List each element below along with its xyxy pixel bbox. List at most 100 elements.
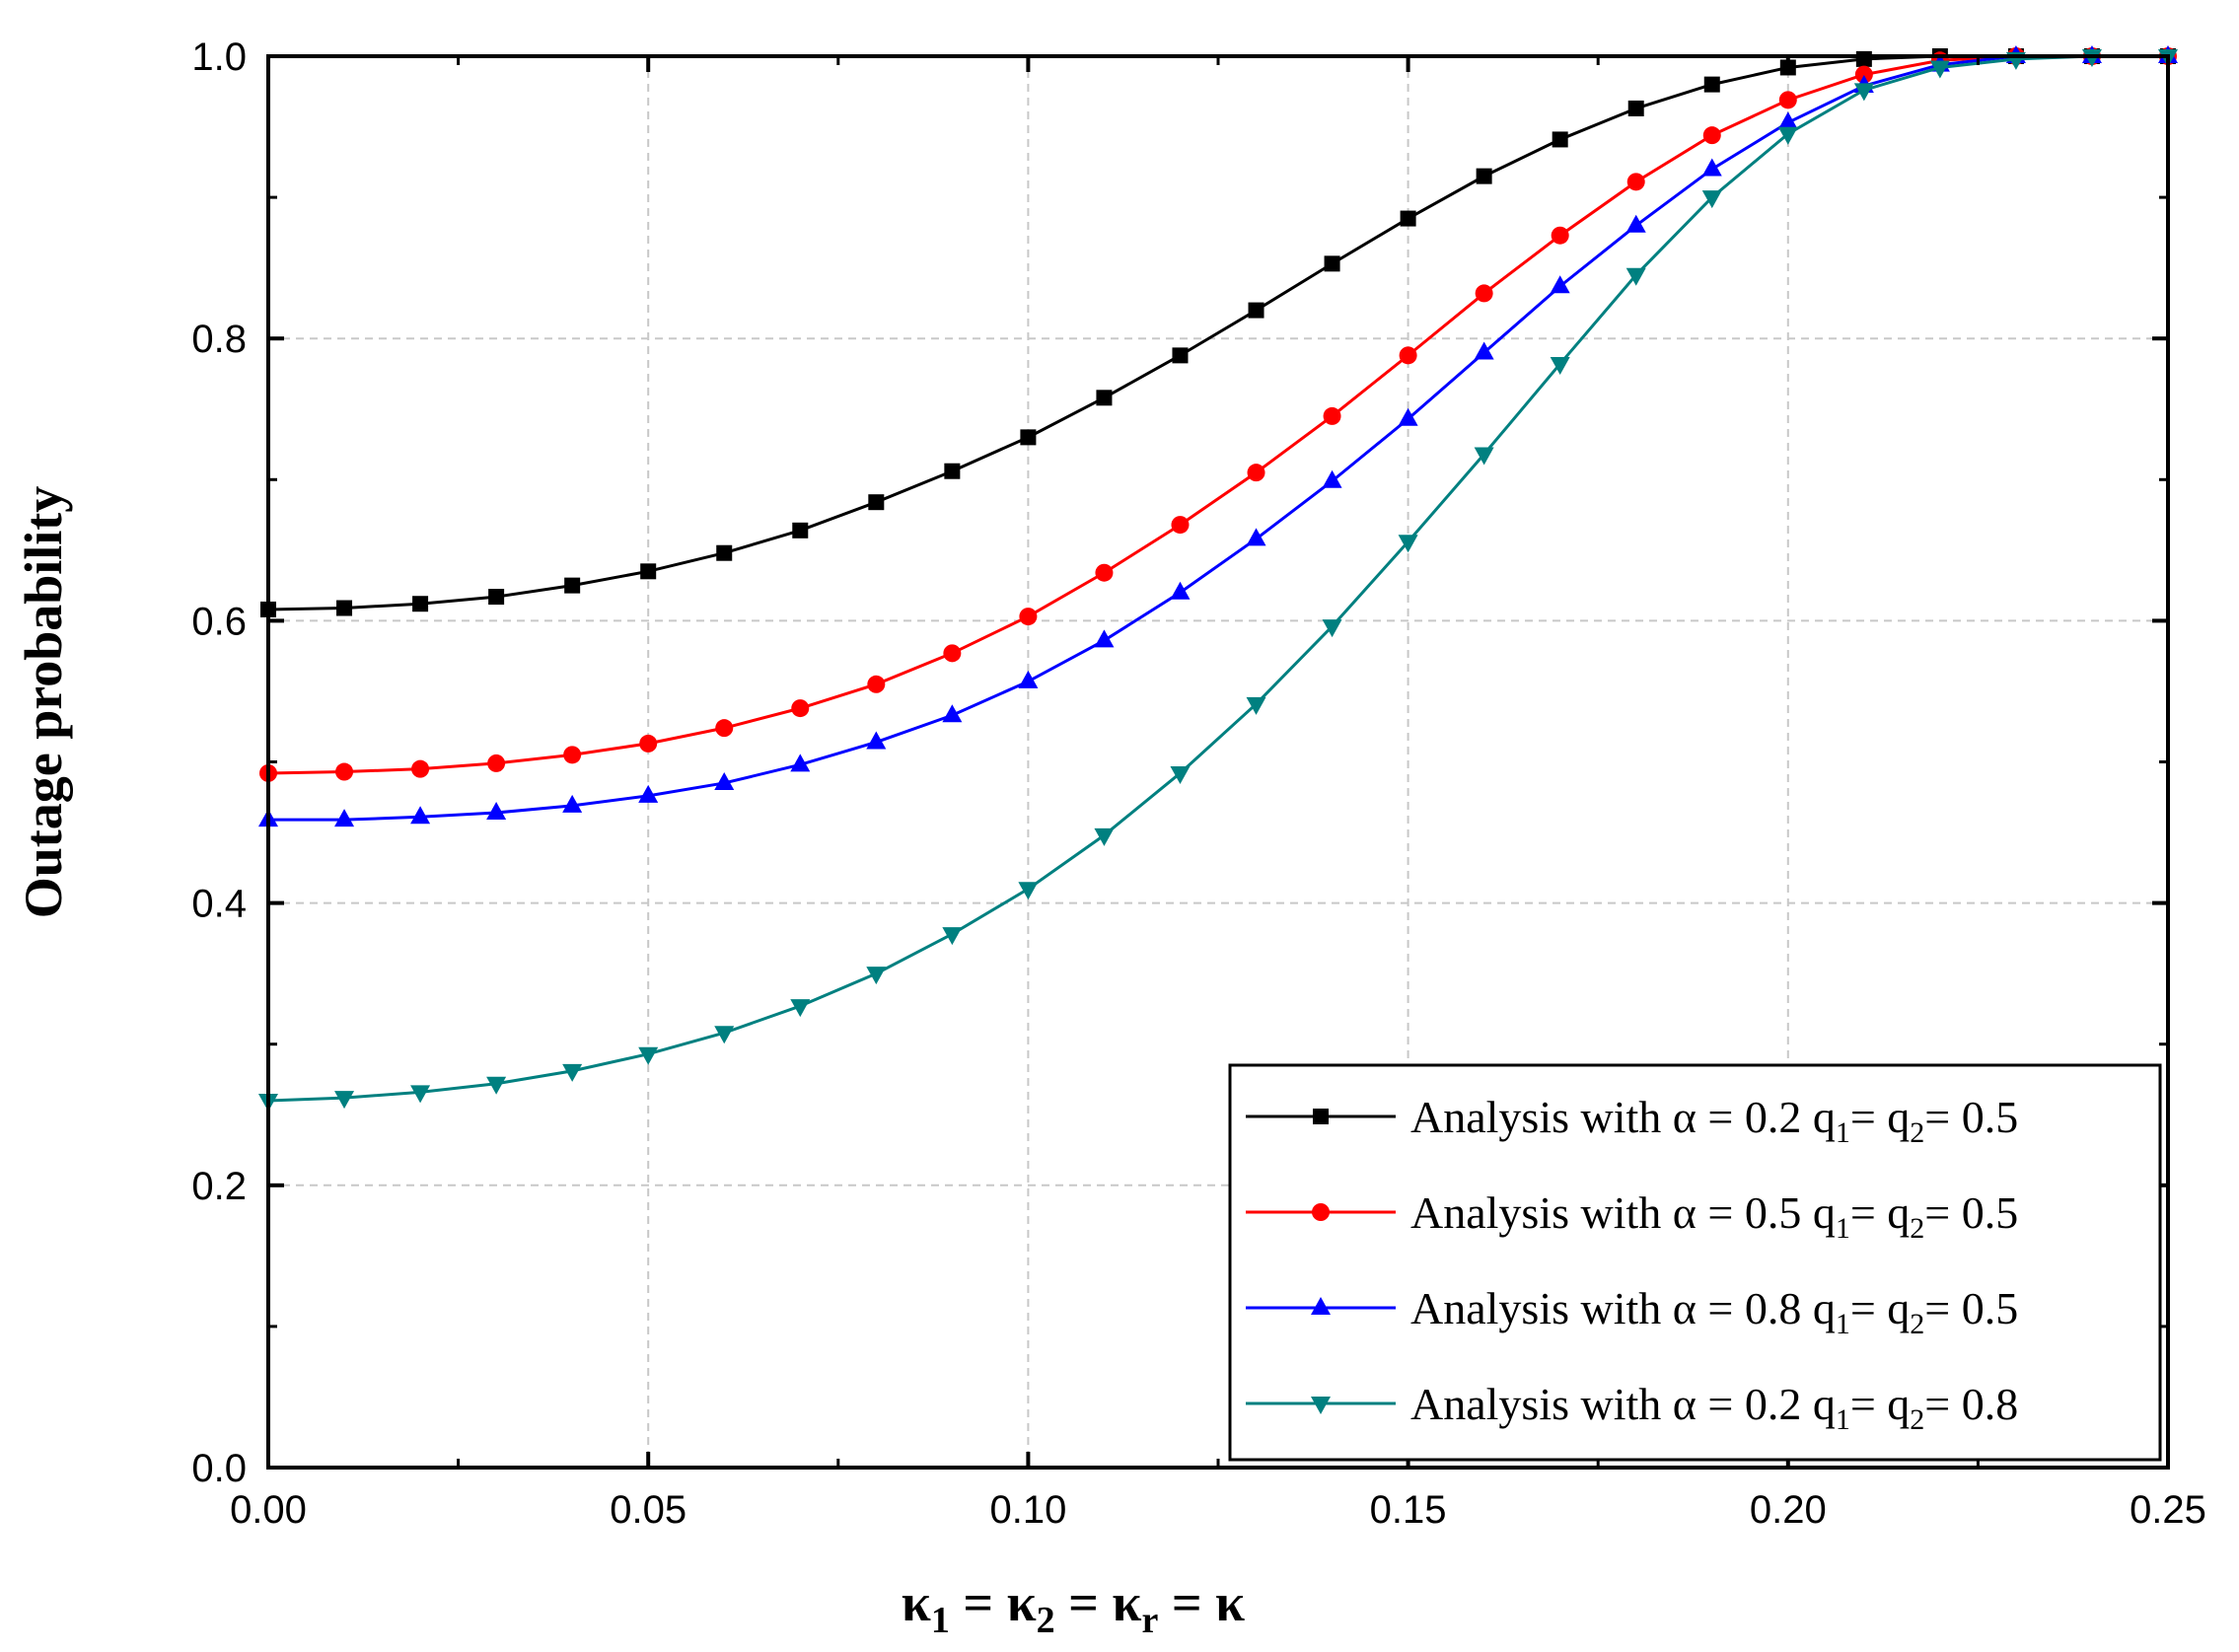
- data-point: [1627, 100, 1644, 116]
- legend-label: Analysis with α = 0.8 q1= q2= 0.5: [1410, 1283, 2018, 1340]
- x-title-eq1: =: [963, 1573, 993, 1632]
- x-title-kappar: κ: [1112, 1573, 1141, 1632]
- data-point: [1170, 765, 1191, 784]
- x-title-kappa2: κ: [1007, 1573, 1037, 1632]
- legend-sub2: 2: [1910, 1116, 1924, 1149]
- data-point: [1855, 50, 1872, 67]
- data-point: [1020, 429, 1037, 446]
- legend-mid: = q: [1850, 1187, 1910, 1238]
- x-tick-label: 0.25: [2130, 1488, 2206, 1532]
- data-point: [334, 809, 355, 827]
- data-point: [1474, 447, 1494, 466]
- data-point: [1854, 65, 1873, 84]
- legend-sub1: 1: [1836, 1403, 1850, 1436]
- legend-sub2: 2: [1910, 1212, 1924, 1245]
- legend-prefix: Analysis with α = 0.5 q: [1410, 1187, 1836, 1238]
- data-point: [1246, 696, 1266, 715]
- x-axis-title: κ1 = κ2 = κr = κ: [902, 1573, 1245, 1641]
- data-point: [1625, 214, 1646, 233]
- legend-marker: [1313, 1109, 1329, 1124]
- data-point: [1552, 131, 1568, 148]
- data-point: [1171, 516, 1190, 535]
- legend-mid: = q: [1850, 1379, 1910, 1429]
- data-point: [638, 1046, 659, 1065]
- series-line: [267, 54, 2168, 1103]
- data-point: [412, 596, 429, 612]
- x-tick-label: 0.10: [989, 1488, 1066, 1532]
- data-point: [714, 1026, 735, 1044]
- data-point: [335, 762, 354, 781]
- y-axis-title: Outage probability: [14, 486, 73, 919]
- data-point: [1701, 158, 1722, 177]
- data-point: [1400, 210, 1416, 227]
- data-point: [1474, 341, 1494, 360]
- legend: Analysis with α = 0.2 q1= q2= 0.5Analysi…: [1228, 1063, 2162, 1462]
- data-point: [1929, 60, 1950, 79]
- tick-labels: 0.00 0.05 0.10 0.15 0.20 0.25 0.0 0.2 0.4 0.6 0.8 1…: [191, 36, 2206, 1532]
- data-point: [1399, 346, 1417, 365]
- data-point: [714, 771, 735, 790]
- data-point: [1323, 406, 1341, 425]
- data-point: [563, 746, 582, 764]
- data-point: [1778, 91, 1797, 109]
- data-point: [410, 1085, 431, 1104]
- data-point: [1853, 83, 1874, 102]
- y-tick-label: 0.2: [191, 1165, 247, 1208]
- data-point: [790, 754, 811, 772]
- legend-item: Analysis with α = 0.2 q1= q2= 0.5: [1246, 1092, 2018, 1149]
- data-point: [1096, 390, 1113, 406]
- legend-mid: = q: [1850, 1092, 1910, 1142]
- legend-marker: [1311, 1397, 1331, 1414]
- data-point: [1246, 528, 1266, 546]
- x-title-kappa1: κ: [902, 1573, 931, 1632]
- legend-suffix: = 0.8: [1924, 1379, 2018, 1429]
- data-point: [1172, 347, 1189, 364]
- data-point: [410, 806, 431, 825]
- data-point: [564, 577, 581, 594]
- data-point: [411, 759, 430, 778]
- x-title-sub1: 1: [931, 1600, 950, 1641]
- data-point: [1019, 608, 1038, 626]
- data-point: [562, 794, 583, 813]
- series-4: [258, 49, 2178, 1112]
- data-point: [866, 731, 887, 750]
- data-point: [1626, 173, 1645, 191]
- data-point: [1324, 255, 1340, 272]
- legend-label: Analysis with α = 0.2 q1= q2= 0.8: [1410, 1379, 2018, 1436]
- data-point: [639, 734, 658, 753]
- legend-sub1: 1: [1836, 1116, 1850, 1149]
- legend-label: Analysis with α = 0.5 q1= q2= 0.5: [1410, 1187, 2018, 1245]
- x-tick-label: 0.05: [610, 1488, 686, 1532]
- data-point: [1094, 629, 1115, 648]
- data-point: [336, 600, 353, 616]
- data-point: [1018, 670, 1039, 688]
- x-title-subr: r: [1141, 1600, 1158, 1641]
- data-point: [638, 784, 659, 803]
- legend-marker: [1312, 1203, 1330, 1221]
- data-point: [1322, 469, 1342, 488]
- y-tick-label: 0.8: [191, 318, 247, 361]
- data-point: [1095, 563, 1114, 582]
- legend-prefix: Analysis with α = 0.2 q: [1410, 1379, 1836, 1429]
- y-tick-label: 1.0: [191, 36, 247, 79]
- data-point: [1551, 226, 1569, 245]
- y-tick-label: 0.6: [191, 600, 247, 643]
- legend-suffix: = 0.5: [1924, 1187, 2018, 1238]
- data-point: [867, 675, 886, 693]
- x-tick-label: 0.00: [230, 1488, 307, 1532]
- y-tick-label: 0.0: [191, 1447, 247, 1490]
- legend-box: [1228, 1063, 2162, 1462]
- x-title-eq3: =: [1172, 1573, 1202, 1632]
- data-point: [942, 927, 963, 946]
- data-point: [1094, 827, 1115, 846]
- data-point: [942, 704, 963, 723]
- legend-marker: [1311, 1297, 1331, 1315]
- legend-mid: = q: [1850, 1283, 1910, 1333]
- legend-sub2: 2: [1910, 1403, 1924, 1436]
- x-title-sub2: 2: [1037, 1600, 1055, 1641]
- legend-item: Analysis with α = 0.5 q1= q2= 0.5: [1246, 1187, 2018, 1245]
- data-point: [791, 699, 810, 718]
- data-point: [487, 754, 506, 772]
- series-line: [267, 54, 2168, 775]
- data-point: [716, 544, 733, 561]
